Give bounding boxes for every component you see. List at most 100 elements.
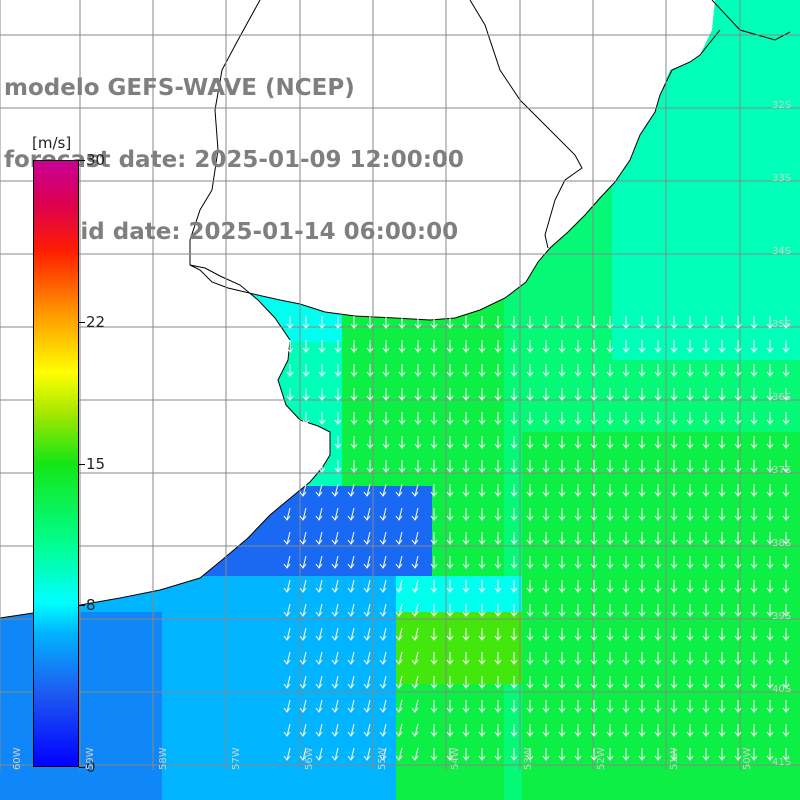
field-cell bbox=[288, 522, 307, 541]
field-cell bbox=[738, 666, 757, 685]
field-cell bbox=[774, 90, 793, 109]
field-cell bbox=[630, 612, 649, 631]
wind-arrow bbox=[526, 316, 534, 329]
field-cell bbox=[684, 630, 703, 649]
field-cell bbox=[720, 648, 739, 667]
wind-arrow bbox=[782, 556, 790, 569]
field-cell bbox=[756, 666, 775, 685]
field-cell bbox=[792, 468, 800, 487]
wind-arrow bbox=[622, 556, 630, 569]
wind-arrow bbox=[462, 724, 470, 737]
field-cell bbox=[18, 666, 37, 685]
wind-arrow bbox=[718, 436, 726, 449]
field-cell bbox=[774, 378, 793, 397]
field-cell bbox=[486, 306, 505, 325]
field-cell bbox=[432, 432, 451, 451]
field-cell bbox=[612, 630, 631, 649]
field-cell bbox=[576, 360, 595, 379]
wind-arrow bbox=[638, 604, 646, 617]
wind-arrow bbox=[510, 724, 518, 737]
field-cell bbox=[396, 594, 415, 613]
wind-arrow bbox=[299, 651, 307, 665]
field-cell bbox=[414, 378, 433, 397]
wind-arrow bbox=[574, 484, 582, 497]
field-cell bbox=[756, 252, 775, 271]
field-cell bbox=[558, 738, 577, 757]
field-cell bbox=[306, 666, 325, 685]
field-cell bbox=[702, 234, 721, 253]
wind-arrow bbox=[782, 652, 790, 665]
field-cell bbox=[684, 684, 703, 703]
field-cell bbox=[378, 738, 397, 757]
field-cell bbox=[486, 396, 505, 415]
wind-arrow bbox=[318, 460, 326, 473]
field-cell bbox=[0, 720, 19, 739]
wind-arrow bbox=[622, 700, 630, 713]
wind-arrow bbox=[478, 460, 486, 473]
wind-arrow bbox=[606, 652, 614, 665]
wind-arrow bbox=[462, 604, 470, 617]
wind-arrow bbox=[654, 700, 662, 713]
wind-arrow bbox=[430, 652, 438, 665]
field-cell bbox=[0, 684, 19, 703]
wind-arrow bbox=[718, 316, 726, 329]
field-cell bbox=[324, 774, 343, 793]
field-cell bbox=[522, 396, 541, 415]
field-cell bbox=[666, 126, 685, 145]
field-cell bbox=[504, 684, 523, 703]
wind-arrow bbox=[718, 604, 726, 617]
field-cell bbox=[702, 396, 721, 415]
wind-arrow bbox=[299, 723, 307, 737]
field-cell bbox=[666, 792, 685, 800]
field-cell bbox=[558, 414, 577, 433]
wind-arrow bbox=[334, 412, 342, 425]
wind-arrow bbox=[702, 340, 710, 353]
wind-arrow bbox=[542, 580, 550, 593]
field-cell bbox=[522, 558, 541, 577]
field-cell bbox=[738, 0, 757, 19]
field-cell bbox=[486, 324, 505, 343]
wind-arrow bbox=[766, 508, 774, 521]
wind-arrow bbox=[411, 747, 419, 761]
field-cell bbox=[702, 342, 721, 361]
wind-arrow bbox=[446, 508, 454, 521]
wind-arrow bbox=[702, 388, 710, 401]
wind-arrow bbox=[462, 436, 470, 449]
field-cell bbox=[72, 774, 91, 793]
wind-arrow bbox=[395, 603, 403, 617]
field-cell bbox=[720, 0, 739, 19]
field-cell bbox=[576, 774, 595, 793]
field-cell bbox=[702, 414, 721, 433]
wind-arrow bbox=[478, 532, 486, 545]
wind-arrow bbox=[430, 484, 438, 497]
wind-arrow bbox=[302, 388, 310, 401]
wind-arrow bbox=[411, 699, 419, 713]
field-cell bbox=[414, 792, 433, 800]
field-cell bbox=[630, 558, 649, 577]
field-cell bbox=[684, 540, 703, 559]
wind-arrow bbox=[542, 436, 550, 449]
field-cell bbox=[774, 306, 793, 325]
field-cell bbox=[576, 396, 595, 415]
wind-arrow bbox=[379, 675, 387, 689]
field-cell bbox=[720, 288, 739, 307]
field-cell bbox=[342, 648, 361, 667]
field-cell bbox=[468, 666, 487, 685]
wind-arrow bbox=[398, 412, 406, 425]
field-cell bbox=[234, 702, 253, 721]
wind-arrow bbox=[283, 675, 291, 689]
wind-arrow bbox=[462, 676, 470, 689]
wind-arrow bbox=[331, 555, 339, 569]
wind-arrow bbox=[478, 388, 486, 401]
wind-arrow bbox=[462, 532, 470, 545]
field-cell bbox=[342, 594, 361, 613]
field-cell bbox=[0, 774, 19, 793]
field-cell bbox=[594, 630, 613, 649]
field-cell bbox=[630, 216, 649, 235]
wind-arrow bbox=[299, 603, 307, 617]
wind-arrow bbox=[379, 699, 387, 713]
field-cell bbox=[630, 198, 649, 217]
wind-arrow bbox=[558, 604, 566, 617]
wind-arrow bbox=[702, 364, 710, 377]
field-cell bbox=[720, 792, 739, 800]
